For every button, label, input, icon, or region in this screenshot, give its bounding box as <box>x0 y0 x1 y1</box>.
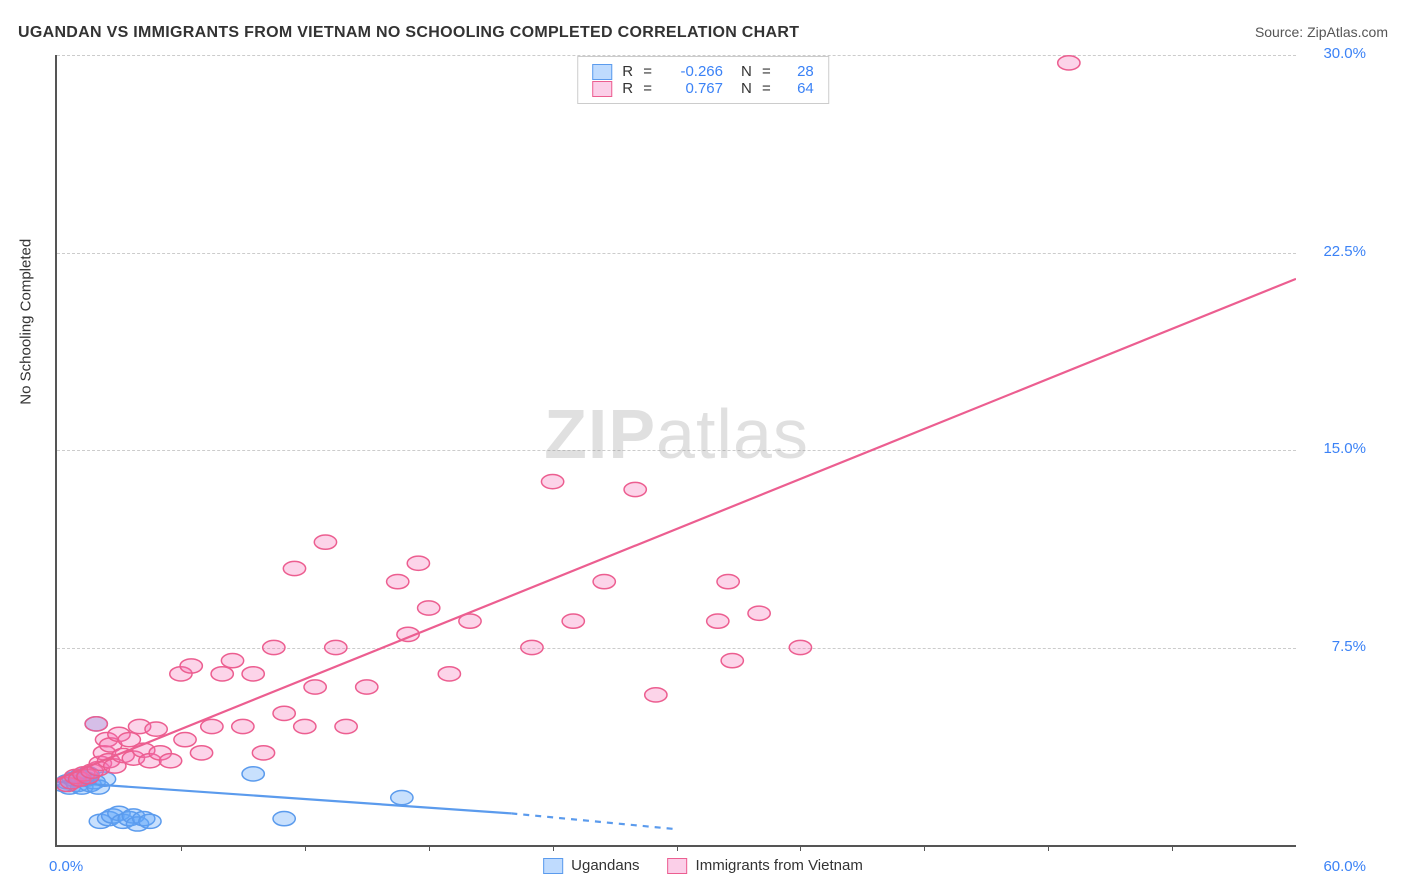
y-tick-label: 15.0% <box>1323 440 1366 457</box>
y-tick-label: 30.0% <box>1323 45 1366 62</box>
data-point <box>201 719 223 733</box>
data-point <box>252 746 274 760</box>
data-point <box>304 680 326 694</box>
data-point <box>174 733 196 747</box>
data-point <box>145 722 167 736</box>
data-point <box>748 606 770 620</box>
source-attribution: Source: ZipAtlas.com <box>1255 24 1388 40</box>
data-point <box>593 575 615 589</box>
data-point <box>325 640 347 654</box>
legend-r-label: R = <box>622 80 655 97</box>
correlation-legend: R = -0.266 N = 28 R = 0.767 N = 64 <box>577 56 829 104</box>
data-point <box>335 719 357 733</box>
legend-r-label: R = <box>622 63 655 80</box>
data-point <box>645 688 667 702</box>
data-point <box>314 535 336 549</box>
x-tick-mark <box>924 845 925 851</box>
x-axis-max-label: 60.0% <box>1323 858 1366 875</box>
trend-line-dashed <box>511 813 676 829</box>
x-tick-mark <box>553 845 554 851</box>
legend-n-label: N = <box>741 63 774 80</box>
trend-line <box>57 279 1296 779</box>
scatter-plot-svg <box>57 55 1296 845</box>
chart-title: UGANDAN VS IMMIGRANTS FROM VIETNAM NO SC… <box>18 24 799 42</box>
data-point <box>211 667 233 681</box>
data-point <box>242 667 264 681</box>
source-name: ZipAtlas.com <box>1307 24 1388 40</box>
data-point <box>387 575 409 589</box>
data-point <box>391 790 413 804</box>
data-point <box>273 706 295 720</box>
series-name: Immigrants from Vietnam <box>696 857 863 874</box>
data-point <box>624 482 646 496</box>
data-point <box>139 814 161 828</box>
data-point <box>190 746 212 760</box>
data-point <box>562 614 584 628</box>
x-tick-mark <box>181 845 182 851</box>
chart-area: ZIPatlas 7.5%15.0%22.5%30.0%0.0%60.0% <box>55 55 1296 847</box>
series-legend: Ugandans Immigrants from Vietnam <box>543 857 863 874</box>
data-point <box>707 614 729 628</box>
series-legend-item: Immigrants from Vietnam <box>668 857 863 874</box>
source-label: Source: <box>1255 24 1303 40</box>
data-point <box>721 654 743 668</box>
legend-row: R = -0.266 N = 28 <box>592 63 814 80</box>
y-axis-title: No Schooling Completed <box>18 239 35 405</box>
data-point <box>283 561 305 575</box>
legend-row: R = 0.767 N = 64 <box>592 80 814 97</box>
y-tick-label: 22.5% <box>1323 243 1366 260</box>
legend-swatch <box>668 858 688 874</box>
data-point <box>294 719 316 733</box>
data-point <box>418 601 440 615</box>
data-point <box>159 754 181 768</box>
x-tick-mark <box>1172 845 1173 851</box>
legend-n-value: 28 <box>784 63 814 80</box>
legend-swatch <box>592 81 612 97</box>
data-point <box>242 767 264 781</box>
x-axis-min-label: 0.0% <box>49 858 83 875</box>
data-point <box>85 717 107 731</box>
data-point <box>407 556 429 570</box>
legend-swatch <box>543 858 563 874</box>
data-point <box>541 474 563 488</box>
data-point <box>438 667 460 681</box>
data-point <box>356 680 378 694</box>
x-tick-mark <box>305 845 306 851</box>
legend-r-value: 0.767 <box>665 80 723 97</box>
data-point <box>717 575 739 589</box>
series-name: Ugandans <box>571 857 639 874</box>
legend-r-value: -0.266 <box>665 63 723 80</box>
data-point <box>263 640 285 654</box>
data-point <box>273 812 295 826</box>
data-point <box>1058 56 1080 70</box>
data-point <box>221 654 243 668</box>
x-tick-mark <box>800 845 801 851</box>
data-point <box>232 719 254 733</box>
legend-swatch <box>592 64 612 80</box>
legend-n-label: N = <box>741 80 774 97</box>
x-tick-mark <box>677 845 678 851</box>
data-point <box>789 640 811 654</box>
data-point <box>180 659 202 673</box>
y-tick-label: 7.5% <box>1332 638 1366 655</box>
series-legend-item: Ugandans <box>543 857 639 874</box>
x-tick-mark <box>429 845 430 851</box>
x-tick-mark <box>1048 845 1049 851</box>
data-point <box>521 640 543 654</box>
legend-n-value: 64 <box>784 80 814 97</box>
